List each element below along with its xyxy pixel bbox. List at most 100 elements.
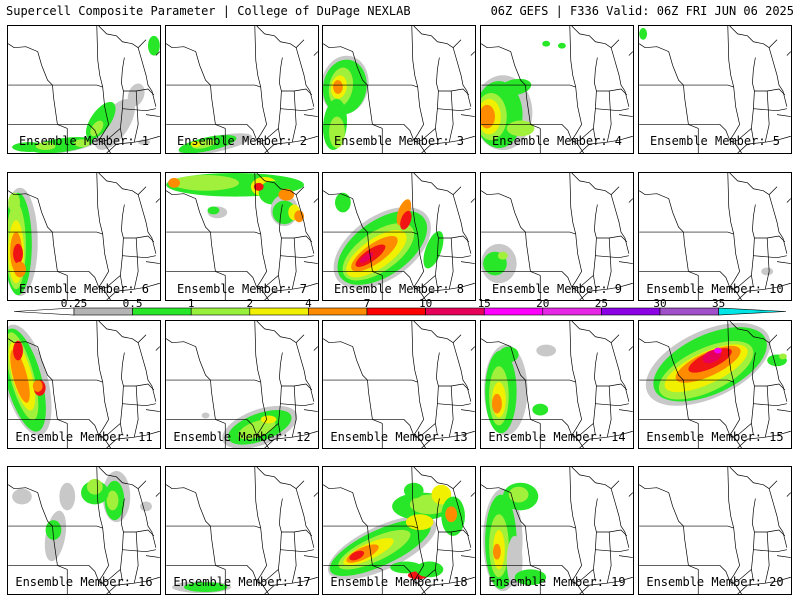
state-boundary [121, 498, 125, 533]
state-boundary [525, 380, 531, 420]
ensemble-member-label: Ensemble Member: 7 [176, 282, 308, 296]
state-boundary [52, 526, 58, 566]
state-boundary [729, 467, 778, 490]
state-boundary [639, 124, 699, 129]
map-svg [481, 26, 633, 153]
state-boundary [596, 235, 628, 243]
map-svg [8, 467, 160, 594]
state-boundary [256, 382, 269, 448]
state-boundary [606, 385, 612, 438]
state-boundary [215, 419, 258, 436]
state-boundary [436, 498, 440, 533]
state-boundary [481, 43, 526, 86]
state-boundary [729, 275, 752, 290]
state-boundary [727, 467, 735, 529]
state-boundary [166, 43, 211, 86]
scp-contour-green [542, 40, 551, 47]
map-svg [481, 321, 633, 448]
scp-contour-lime [35, 142, 56, 151]
state-boundary [571, 128, 594, 143]
state-boundary [303, 555, 318, 558]
state-boundary [256, 423, 279, 438]
state-boundary [525, 379, 576, 383]
state-boundary [481, 419, 541, 424]
scp-contour-purple [714, 347, 722, 354]
state-boundary [579, 582, 608, 594]
state-boundary [134, 282, 160, 290]
state-boundary [639, 338, 684, 381]
state-boundary [323, 484, 368, 527]
state-boundary [470, 51, 475, 56]
state-boundary [137, 488, 157, 548]
state-boundary [413, 275, 436, 290]
state-boundary [215, 124, 258, 141]
colorbar-segment [483, 307, 544, 316]
state-boundary [596, 529, 628, 537]
map-svg [323, 173, 475, 300]
state-boundary [215, 271, 258, 288]
state-boundary [121, 352, 125, 387]
colorbar-segment [659, 307, 719, 316]
state-boundary [776, 409, 791, 412]
state-boundary [639, 43, 684, 86]
state-boundary [435, 385, 439, 436]
state-boundary [683, 84, 734, 88]
state-boundary [98, 173, 147, 196]
map-svg [8, 26, 160, 153]
state-boundary [133, 531, 139, 584]
state-boundary [137, 342, 157, 402]
state-boundary [688, 124, 731, 141]
state-boundary [254, 321, 262, 383]
map-svg [166, 173, 318, 300]
state-boundary [737, 288, 766, 300]
state-boundary [628, 198, 633, 203]
state-boundary [449, 282, 475, 290]
state-boundary [683, 525, 734, 529]
ensemble-member-label: Ensemble Member: 9 [491, 282, 623, 296]
state-boundary [683, 526, 689, 566]
state-boundary [786, 51, 791, 56]
state-boundary [121, 204, 125, 239]
state-boundary [595, 403, 629, 407]
state-boundary [729, 423, 752, 438]
ensemble-member-map [638, 25, 792, 154]
state-boundary [98, 569, 121, 584]
state-boundary [122, 549, 156, 553]
state-boundary [155, 51, 160, 56]
state-boundary [593, 531, 597, 582]
state-boundary [367, 231, 418, 235]
state-boundary [683, 231, 734, 235]
state-boundary [525, 526, 531, 566]
scp-contour-red [13, 243, 23, 264]
scp-contour-green [557, 42, 566, 49]
state-boundary [435, 90, 439, 141]
state-boundary [639, 419, 699, 424]
ensemble-member-map [638, 466, 792, 595]
state-boundary [367, 379, 418, 383]
state-boundary [166, 338, 211, 381]
state-boundary [595, 549, 629, 553]
state-boundary [683, 380, 689, 420]
ensemble-member-label: Ensemble Member: 19 [488, 575, 626, 589]
state-boundary [729, 321, 778, 344]
colorbar-segment [249, 307, 309, 316]
state-boundary [215, 565, 258, 582]
state-boundary [155, 492, 160, 497]
state-boundary [166, 484, 211, 527]
ensemble-member-label: Ensemble Member: 2 [176, 134, 308, 148]
state-boundary [281, 88, 313, 96]
state-boundary [210, 84, 261, 88]
ensemble-member-map [322, 172, 476, 301]
ensemble-member-label: Ensemble Member: 14 [488, 430, 626, 444]
scp-contour-green [403, 482, 424, 499]
state-boundary [323, 190, 368, 233]
state-boundary [768, 194, 788, 254]
state-boundary [256, 128, 279, 143]
state-boundary [123, 235, 155, 243]
state-boundary [8, 190, 53, 233]
state-boundary [295, 194, 315, 254]
ensemble-member-map [7, 172, 161, 301]
state-boundary [96, 173, 104, 235]
state-boundary [210, 231, 261, 235]
state-boundary [256, 528, 269, 594]
